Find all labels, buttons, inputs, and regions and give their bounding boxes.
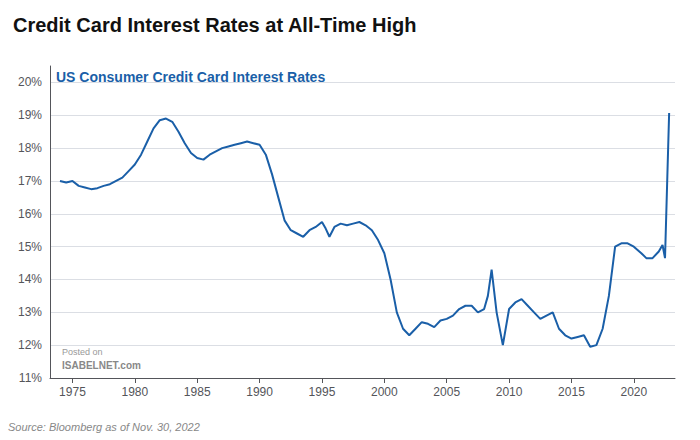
svg-text:2020: 2020 <box>620 385 647 399</box>
svg-text:20%: 20% <box>18 75 42 89</box>
svg-text:2000: 2000 <box>371 385 398 399</box>
svg-text:1975: 1975 <box>59 385 86 399</box>
svg-text:1980: 1980 <box>121 385 148 399</box>
svg-text:US Consumer Credit Card Intere: US Consumer Credit Card Interest Rates <box>56 69 325 85</box>
svg-text:1995: 1995 <box>309 385 336 399</box>
svg-text:Credit Card Interest Rates at: Credit Card Interest Rates at All-Time H… <box>13 14 416 36</box>
svg-text:18%: 18% <box>18 141 42 155</box>
svg-text:1985: 1985 <box>184 385 211 399</box>
svg-text:ISABELNET.com: ISABELNET.com <box>62 360 141 371</box>
svg-text:Source: Bloomberg as of Nov. 3: Source: Bloomberg as of Nov. 30, 2022 <box>8 421 200 433</box>
svg-text:2005: 2005 <box>433 385 460 399</box>
svg-text:11%: 11% <box>19 371 42 385</box>
svg-text:13%: 13% <box>18 305 42 319</box>
svg-text:1990: 1990 <box>246 385 273 399</box>
svg-text:12%: 12% <box>18 338 42 352</box>
svg-text:2010: 2010 <box>496 385 523 399</box>
svg-text:17%: 17% <box>18 174 42 188</box>
svg-text:15%: 15% <box>18 240 42 254</box>
svg-text:14%: 14% <box>18 272 42 286</box>
svg-text:16%: 16% <box>18 207 42 221</box>
svg-text:Posted on: Posted on <box>62 347 103 357</box>
svg-text:19%: 19% <box>18 108 42 122</box>
svg-text:2015: 2015 <box>558 385 585 399</box>
